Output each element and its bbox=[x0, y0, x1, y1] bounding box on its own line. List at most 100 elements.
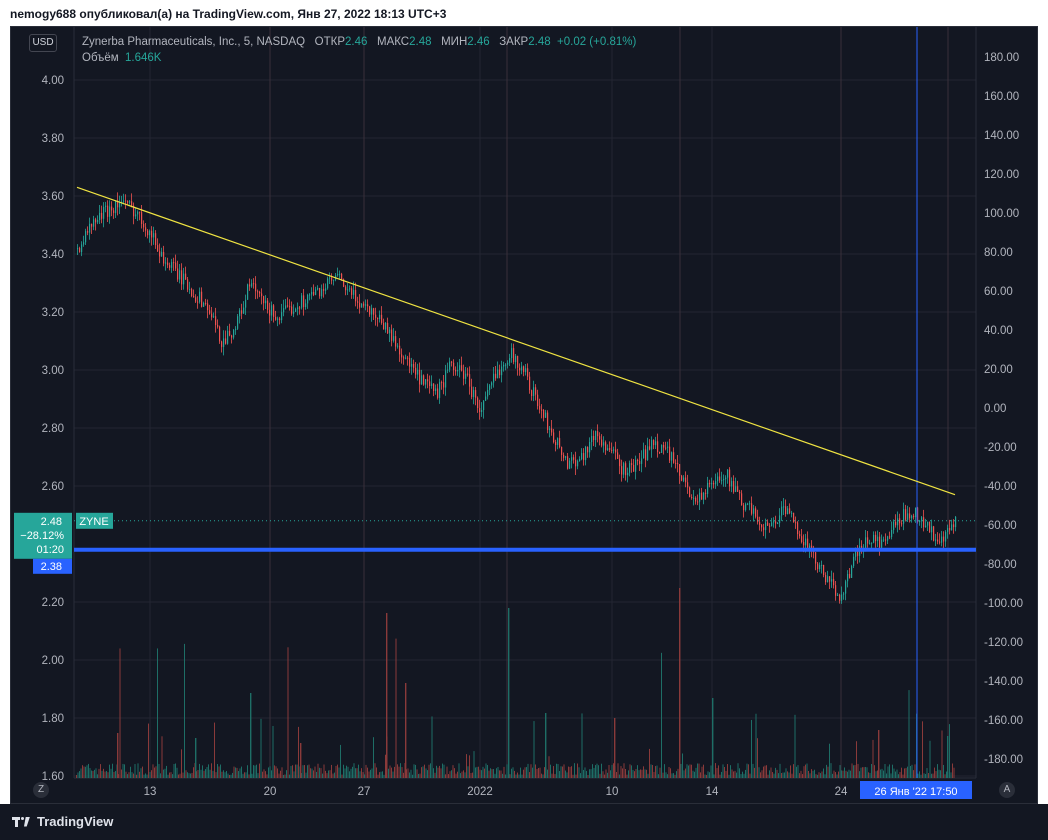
candle-body bbox=[349, 288, 351, 290]
legend-volume-label[interactable]: Объём bbox=[82, 52, 119, 64]
candle-body bbox=[693, 497, 695, 499]
volume-bar bbox=[922, 721, 923, 778]
candle-body bbox=[287, 305, 289, 307]
volume-bar bbox=[434, 772, 436, 778]
volume-bar bbox=[896, 769, 898, 778]
candle-body bbox=[345, 286, 347, 291]
volume-bar bbox=[245, 772, 247, 778]
volume-bar bbox=[848, 769, 850, 778]
candle-body bbox=[263, 296, 265, 304]
volume-bar bbox=[613, 763, 614, 778]
volume-bar bbox=[719, 774, 721, 778]
volume-bar bbox=[188, 773, 190, 778]
volume-bar bbox=[763, 766, 764, 778]
candle-body bbox=[947, 528, 949, 532]
candle-body bbox=[293, 311, 295, 314]
auto-scale-z-button[interactable]: Z bbox=[33, 782, 49, 798]
candle-body bbox=[509, 358, 511, 363]
volume-bar bbox=[661, 652, 662, 778]
volume-bar bbox=[398, 766, 400, 778]
volume-bar bbox=[304, 765, 305, 778]
left-axis-tick-label: 3.20 bbox=[42, 307, 64, 319]
volume-bar bbox=[161, 736, 163, 778]
volume-bar bbox=[634, 771, 635, 778]
currency-button[interactable]: USD bbox=[29, 34, 57, 52]
candle-body bbox=[553, 432, 555, 443]
candle-body bbox=[203, 302, 205, 307]
volume-bar bbox=[110, 768, 112, 778]
volume-bar bbox=[688, 765, 689, 778]
candle-body bbox=[225, 338, 227, 344]
candle-body bbox=[359, 302, 361, 308]
volume-bar bbox=[406, 769, 407, 778]
candle-body bbox=[427, 379, 429, 382]
candle-body bbox=[137, 211, 139, 215]
volume-bar bbox=[721, 771, 722, 778]
candle-body bbox=[539, 406, 541, 410]
volume-bar bbox=[601, 763, 602, 778]
candle-body bbox=[557, 438, 559, 445]
volume-bar bbox=[605, 769, 607, 778]
volume-bar bbox=[820, 773, 821, 778]
candle-body bbox=[135, 214, 137, 217]
volume-bar bbox=[350, 768, 352, 778]
volume-bar bbox=[745, 769, 746, 778]
volume-bar bbox=[296, 764, 298, 778]
candle-body bbox=[391, 329, 393, 341]
candle-body bbox=[951, 524, 953, 531]
volume-bar bbox=[742, 771, 743, 778]
volume-bar bbox=[314, 766, 316, 778]
right-axis-tick-label: -180.00 bbox=[984, 754, 1023, 766]
chart-frame[interactable] bbox=[10, 26, 1038, 804]
volume-bar bbox=[853, 765, 854, 778]
volume-bar bbox=[725, 770, 727, 778]
candle-body bbox=[753, 508, 755, 514]
candle-body bbox=[129, 201, 131, 203]
volume-bar bbox=[803, 766, 805, 778]
volume-bar bbox=[832, 773, 833, 778]
candle-body bbox=[125, 200, 127, 202]
volume-bar bbox=[806, 763, 808, 778]
volume-bar bbox=[854, 765, 856, 778]
volume-bar bbox=[544, 767, 545, 778]
volume-bar bbox=[788, 772, 790, 778]
candle-body bbox=[299, 307, 301, 309]
line-tag-price: 2.38 bbox=[41, 561, 62, 573]
legend-low-value: 2.46 bbox=[467, 36, 490, 48]
volume-bar bbox=[403, 772, 404, 778]
candle-body bbox=[603, 442, 605, 446]
volume-bar bbox=[755, 713, 757, 778]
candle-body bbox=[231, 335, 233, 338]
volume-bar bbox=[109, 764, 110, 778]
auto-scale-a-button[interactable]: A bbox=[999, 782, 1015, 798]
volume-bar bbox=[379, 772, 380, 778]
candle-body bbox=[131, 201, 133, 206]
volume-bar bbox=[664, 764, 665, 778]
left-axis-tick-label: 3.80 bbox=[42, 133, 64, 145]
candle-body bbox=[475, 390, 477, 398]
candle-body bbox=[675, 462, 677, 464]
chart-canvas[interactable]: 4.00 3.80 3.60 3.40 3.20 3.00 2.80 2.60 2.20 2.00… bbox=[0, 0, 1048, 804]
legend-symbol-title[interactable]: Zynerba Pharmaceuticals, Inc., 5, NASDAQ bbox=[82, 36, 306, 48]
volume-bar bbox=[128, 772, 130, 778]
candle-body bbox=[905, 509, 907, 520]
volume-bar bbox=[431, 716, 433, 778]
candle-body bbox=[261, 293, 263, 297]
candle-body bbox=[883, 539, 885, 541]
volume-bar bbox=[598, 765, 599, 778]
volume-bar bbox=[674, 774, 676, 778]
volume-bar bbox=[629, 764, 631, 778]
candle-body bbox=[755, 508, 757, 517]
candle-body bbox=[393, 336, 395, 341]
volume-bar bbox=[847, 771, 848, 778]
volume-bar bbox=[98, 768, 100, 778]
volume-bar bbox=[562, 766, 563, 778]
candle-body bbox=[115, 201, 117, 213]
footer-brand[interactable]: TradingView bbox=[12, 814, 113, 829]
candle-body bbox=[111, 206, 113, 211]
candle-body bbox=[573, 457, 575, 460]
volume-bar bbox=[230, 774, 232, 778]
candle-body bbox=[277, 318, 279, 320]
candle-body bbox=[733, 481, 735, 492]
descending-trendline[interactable] bbox=[76, 186, 956, 496]
